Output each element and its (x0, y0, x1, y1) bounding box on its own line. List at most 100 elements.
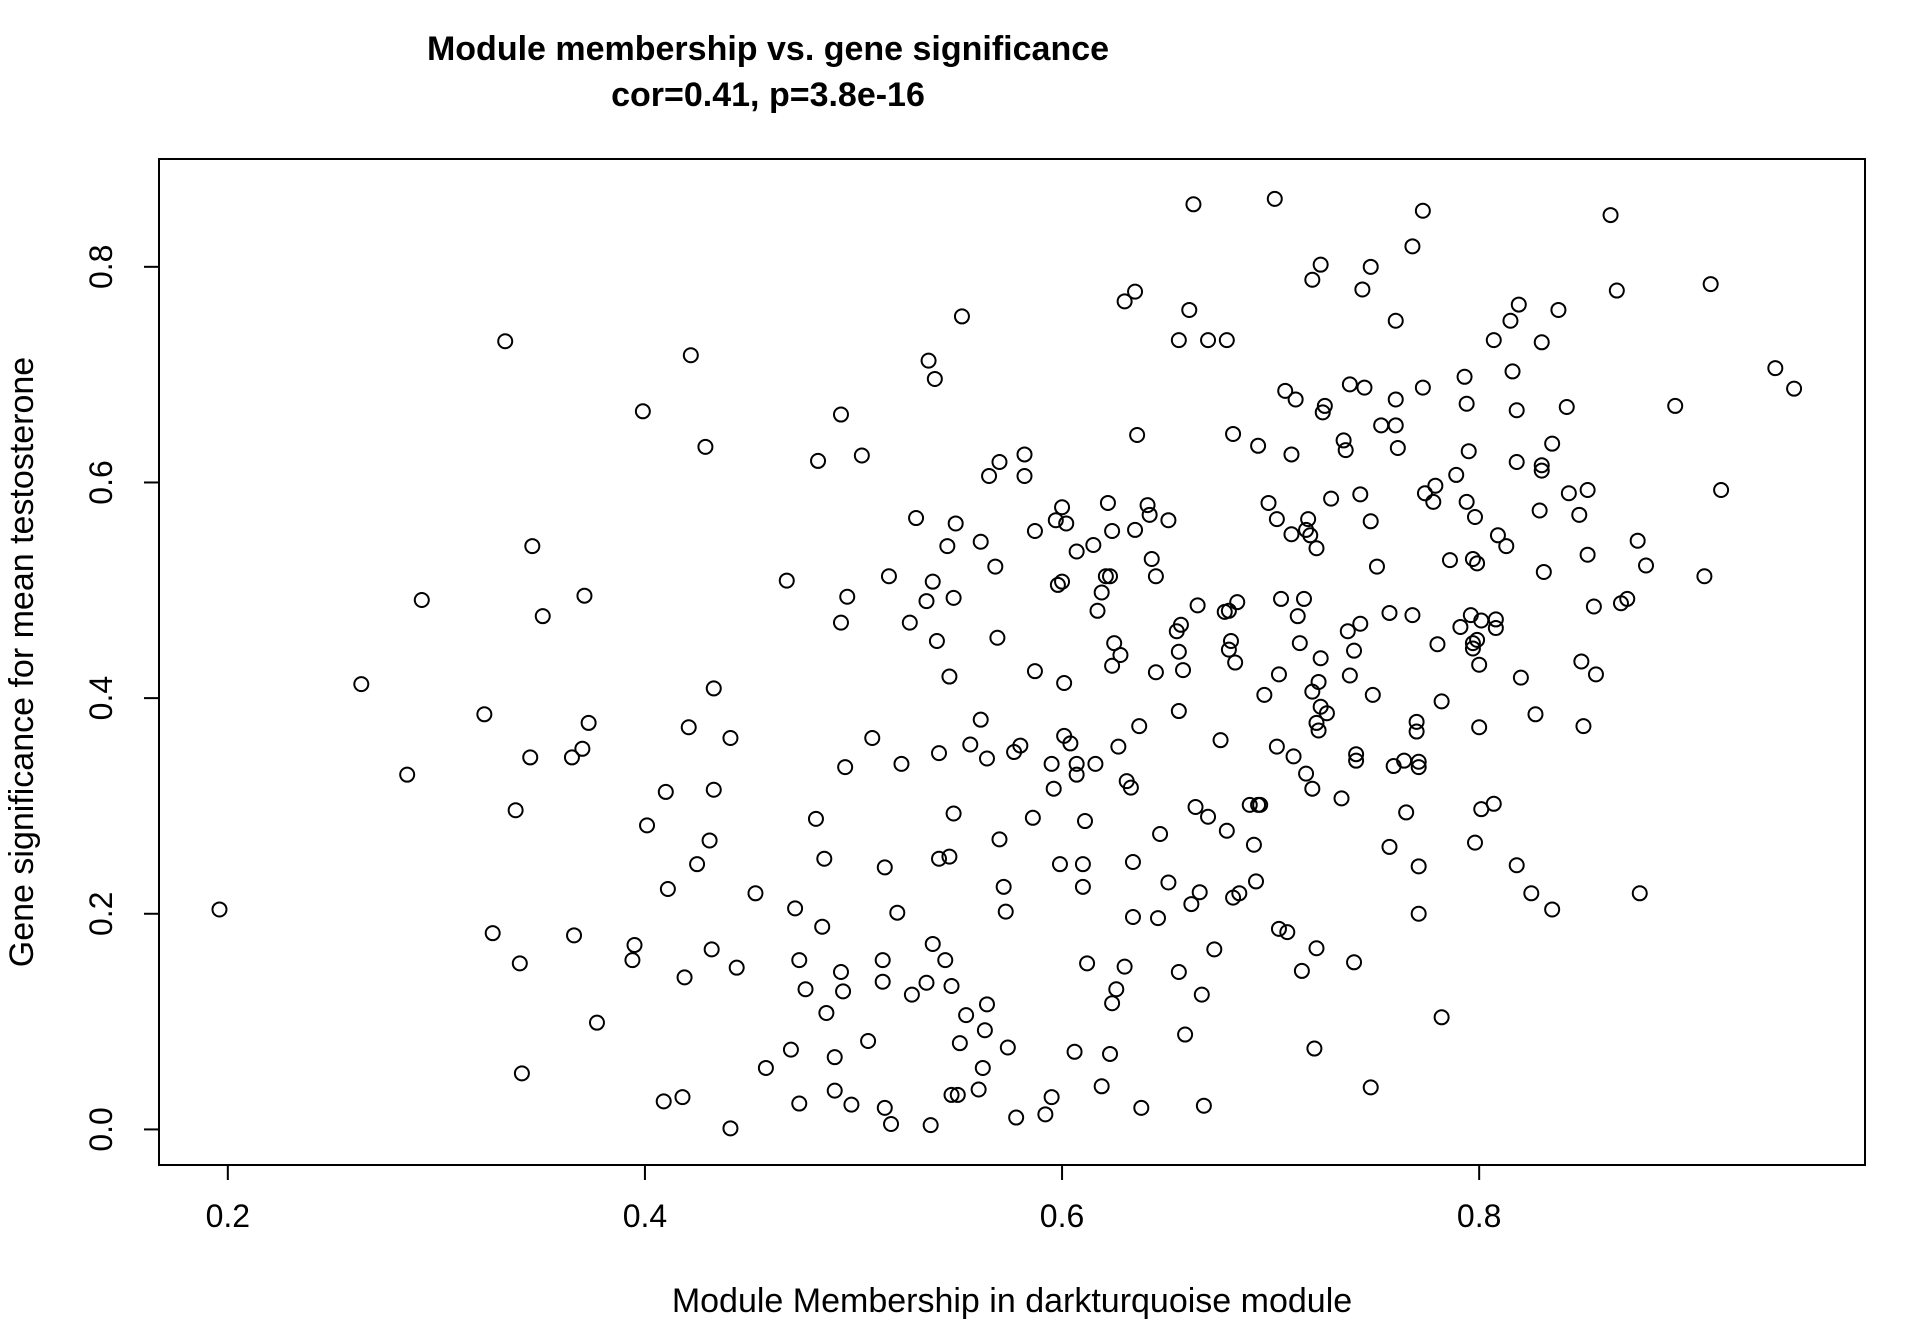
scatter-point (728, 959, 745, 976)
scatter-point (1304, 271, 1321, 288)
scatter-point (1279, 924, 1296, 941)
scatter-point (787, 900, 804, 917)
scatter-point (1085, 537, 1102, 554)
scatter-point (1408, 723, 1425, 740)
scatter-point (1533, 457, 1550, 474)
scatter-point (1241, 796, 1258, 813)
scatter-point (843, 1096, 860, 1113)
scatter-point (1362, 1079, 1379, 1096)
scatter-point (1696, 568, 1713, 585)
scatter-point (832, 406, 849, 423)
scatter-point (1352, 615, 1369, 632)
scatter-point (1531, 502, 1548, 519)
scatter-point (1429, 636, 1446, 653)
scatter-point (972, 533, 989, 550)
scatter-point (1308, 940, 1325, 957)
scatter-point (945, 805, 962, 822)
scatter-point (782, 1041, 799, 1058)
scatter-point (1579, 482, 1596, 499)
y-tick-label: 0.6 (83, 460, 119, 504)
scatter-point (1229, 594, 1246, 611)
scatter-point (1464, 551, 1481, 568)
scatter-point (1127, 521, 1144, 538)
scatter-point (1466, 508, 1483, 525)
scatter-point (853, 447, 870, 464)
scatter-point (703, 941, 720, 958)
scatter-point (826, 1082, 843, 1099)
scatter-point (676, 969, 693, 986)
scatter-point (1175, 662, 1192, 679)
scatter-point (1512, 669, 1529, 686)
scatter-point (1252, 796, 1269, 813)
scatter-point (1471, 719, 1488, 736)
scatter-point (576, 587, 593, 604)
scatter-point (1245, 836, 1262, 853)
scatter-point (1441, 552, 1458, 569)
scatter-point (566, 927, 583, 944)
scatter-point (1066, 1043, 1083, 1060)
scatter-point (1416, 485, 1433, 502)
scatter-point (1362, 258, 1379, 275)
y-axis-label: Gene significance for mean testosterone (3, 357, 41, 967)
scatter-point (1433, 1009, 1450, 1026)
scatter-point (624, 952, 641, 969)
scatter-point (1295, 590, 1312, 607)
scatter-point (1458, 395, 1475, 412)
scatter-point (1268, 511, 1285, 528)
scatter-point (1352, 486, 1369, 503)
scatter-point (574, 740, 591, 757)
scatter-point (580, 714, 597, 731)
scatter-point (511, 955, 528, 972)
scatter-point (1170, 963, 1187, 980)
scatter-point (1273, 590, 1290, 607)
scatter-point (1300, 511, 1317, 528)
scatter-point (1058, 515, 1075, 532)
scatter-point (1433, 693, 1450, 710)
scatter-point (1054, 499, 1071, 516)
scatter-point (1487, 620, 1504, 637)
scatter-point (837, 759, 854, 776)
scatter-point (1373, 417, 1390, 434)
data-points (211, 190, 1803, 1137)
scatter-point (1667, 397, 1684, 414)
scatter-point (1256, 686, 1273, 703)
scatter-point (1786, 380, 1803, 397)
scatter-point (1498, 538, 1515, 555)
scatter-point (791, 952, 808, 969)
scatter-point (1341, 376, 1358, 393)
scatter-point (1177, 1026, 1194, 1043)
scatter-point (1323, 490, 1340, 507)
scatter-point (1579, 546, 1596, 563)
scatter-point (1124, 854, 1141, 871)
scatter-point (1024, 809, 1041, 826)
scatter-point (1425, 493, 1442, 510)
scatter-point (995, 878, 1012, 895)
scatter-point (757, 1059, 774, 1076)
scatter-point (1189, 597, 1206, 614)
scatter-point (1471, 656, 1488, 673)
scatter-point (1054, 573, 1071, 590)
scatter-point (1312, 650, 1329, 667)
scatter-point (1348, 752, 1365, 769)
scatter-point (680, 719, 697, 736)
scatter-point (928, 632, 945, 649)
scatter-point (1368, 558, 1385, 575)
scatter-point (1460, 443, 1477, 460)
scatter-point (1310, 673, 1327, 690)
scatter-point (864, 730, 881, 747)
scatter-point (1222, 632, 1239, 649)
y-tick-label: 0.0 (83, 1107, 119, 1151)
scatter-point (1181, 301, 1198, 318)
scatter-point (918, 593, 935, 610)
scatter-point (1289, 608, 1306, 625)
scatter-point (1410, 858, 1427, 875)
scatter-point (1713, 482, 1730, 499)
y-tick-label: 0.2 (83, 892, 119, 936)
scatter-point (1333, 790, 1350, 807)
scatter-point (874, 952, 891, 969)
scatter-point (1102, 1045, 1119, 1062)
scatter-point (1535, 563, 1552, 580)
scatter-point (1056, 675, 1073, 692)
scatter-point (1185, 196, 1202, 213)
scatter-point (1099, 494, 1116, 511)
